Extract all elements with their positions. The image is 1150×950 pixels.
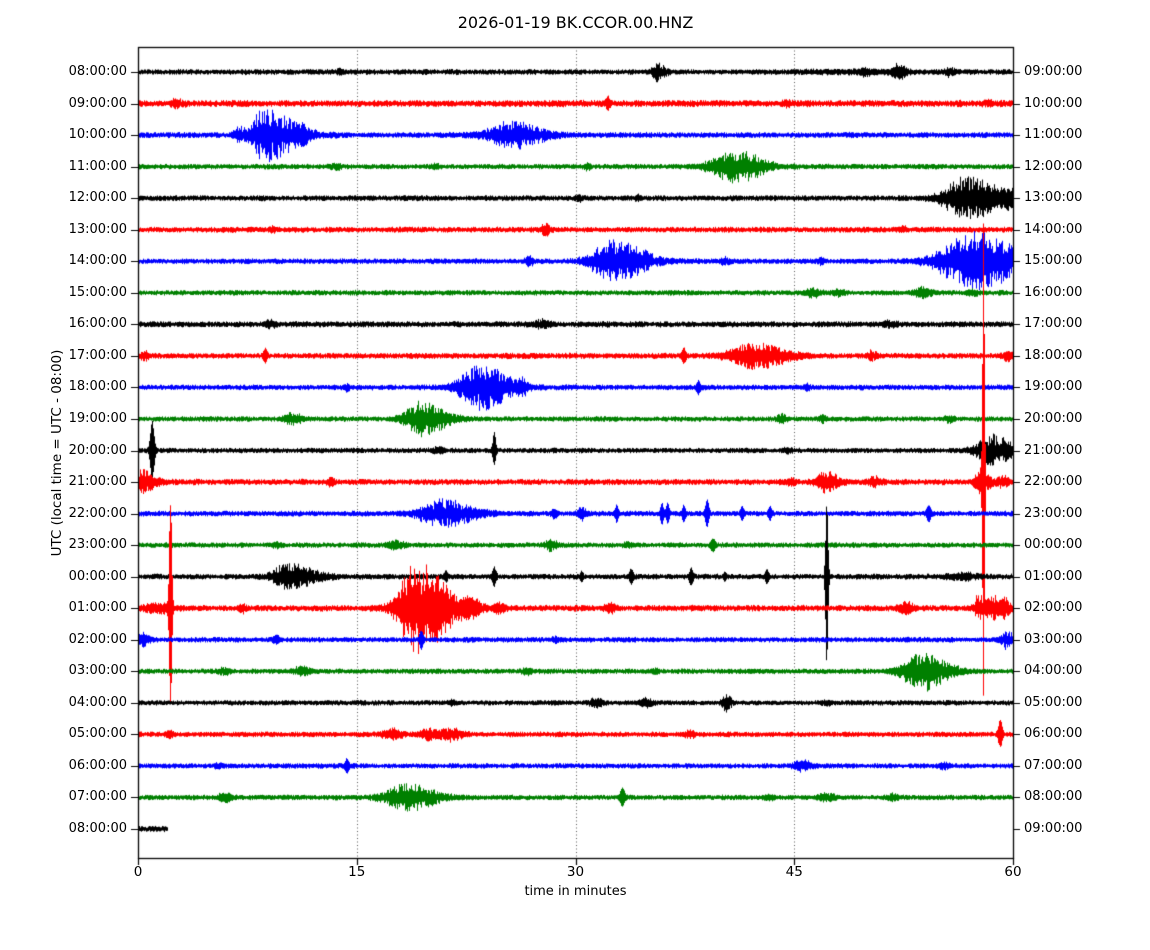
utc-time-label: 01:00:00 — [68, 600, 127, 616]
local-time-label: 20:00:00 — [1024, 410, 1083, 426]
local-time-label: 16:00:00 — [1024, 284, 1083, 300]
x-tick-label: 0 — [133, 864, 143, 880]
x-tick-label: 30 — [566, 864, 585, 880]
utc-time-label: 00:00:00 — [68, 568, 127, 584]
utc-time-label: 14:00:00 — [68, 253, 127, 269]
utc-time-label: 23:00:00 — [68, 537, 127, 553]
local-time-label: 15:00:00 — [1024, 253, 1083, 269]
figure-title: 2026-01-19 BK.CCOR.00.HNZ — [457, 13, 694, 32]
local-time-label: 14:00:00 — [1024, 221, 1083, 237]
utc-time-label: 11:00:00 — [68, 158, 127, 174]
local-time-label: 03:00:00 — [1024, 631, 1083, 647]
local-time-label: 19:00:00 — [1024, 379, 1083, 395]
local-time-label: 05:00:00 — [1024, 694, 1083, 710]
local-time-label: 01:00:00 — [1024, 568, 1083, 584]
utc-time-label: 18:00:00 — [68, 379, 127, 395]
utc-time-label: 22:00:00 — [68, 505, 127, 521]
utc-time-label: 07:00:00 — [68, 789, 127, 805]
utc-time-label: 12:00:00 — [68, 190, 127, 206]
utc-time-label: 02:00:00 — [68, 631, 127, 647]
local-time-label: 12:00:00 — [1024, 158, 1083, 174]
local-time-label: 22:00:00 — [1024, 474, 1083, 490]
local-time-label: 00:00:00 — [1024, 537, 1083, 553]
local-time-label: 04:00:00 — [1024, 663, 1083, 679]
local-time-label: 08:00:00 — [1024, 789, 1083, 805]
local-time-label: 06:00:00 — [1024, 726, 1083, 742]
local-time-label: 09:00:00 — [1024, 64, 1083, 79]
x-tick-label: 45 — [785, 864, 803, 880]
local-time-label: 07:00:00 — [1024, 757, 1083, 773]
utc-time-label: 08:00:00 — [68, 821, 127, 836]
local-time-label: 21:00:00 — [1024, 442, 1083, 458]
utc-time-label: 06:00:00 — [68, 757, 127, 773]
utc-time-label: 16:00:00 — [68, 316, 127, 332]
x-tick-label: 15 — [348, 864, 366, 880]
utc-time-label: 05:00:00 — [68, 726, 127, 742]
utc-time-label: 17:00:00 — [68, 347, 127, 363]
utc-time-label: 10:00:00 — [68, 127, 127, 143]
utc-time-label: 20:00:00 — [68, 442, 127, 458]
utc-time-label: 19:00:00 — [68, 410, 127, 426]
local-time-label: 09:00:00 — [1024, 821, 1083, 836]
utc-time-label: 03:00:00 — [68, 663, 127, 679]
local-time-label: 17:00:00 — [1024, 316, 1083, 332]
utc-time-label: 09:00:00 — [68, 95, 127, 111]
utc-time-label: 13:00:00 — [68, 221, 127, 237]
utc-time-label: 04:00:00 — [68, 694, 127, 710]
utc-time-label: 21:00:00 — [68, 474, 127, 490]
utc-time-label: 15:00:00 — [68, 284, 127, 300]
local-time-label: 02:00:00 — [1024, 600, 1083, 616]
x-axis-label: time in minutes — [524, 884, 627, 899]
x-tick-label: 60 — [1004, 864, 1022, 880]
utc-time-label: 08:00:00 — [68, 64, 127, 79]
local-time-label: 13:00:00 — [1024, 190, 1083, 206]
local-time-label: 23:00:00 — [1024, 505, 1083, 521]
local-time-label: 18:00:00 — [1024, 347, 1083, 363]
local-time-label: 10:00:00 — [1024, 95, 1083, 111]
local-time-label: 11:00:00 — [1024, 127, 1083, 143]
